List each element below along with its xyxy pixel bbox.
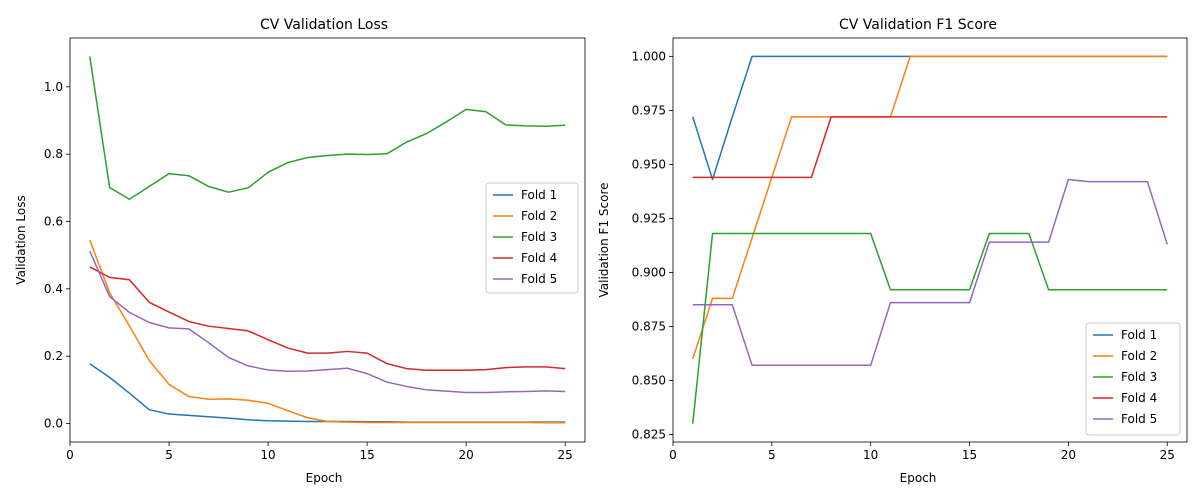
loss-chart-ticks: 0 5 10 15 20 25 0.0 0.2 0.4 0.6 0.8 1.0 [44,80,573,462]
f1-chart-ylabel: Validation F1 Score [597,182,611,297]
f1-chart-y-tick-label: 0.925 [632,211,666,225]
f1-chart-y-tick-label: 0.975 [632,103,666,117]
loss-chart-x-tick-label: 15 [359,448,374,462]
loss-chart-y-tick-label: 0.2 [44,349,63,363]
f1-chart-series-line-fold-4 [692,116,1168,179]
loss-chart-x-tick-label: 10 [260,448,275,462]
loss-chart-legend-label: Fold 1 [521,188,557,202]
f1-chart-xlabel: Epoch [900,471,937,485]
loss-chart-legend: Fold 1 Fold 2 Fold 3 Fold 4 Fold 5 [485,182,579,294]
f1-chart-plot-frame [672,37,1188,443]
loss-chart-x-tick-label: 20 [459,448,474,462]
f1-chart-y-tick-label: 0.900 [632,265,666,279]
loss-chart-plot-frame [69,37,586,443]
loss-chart-series-line-fold-5 [89,250,566,394]
f1-chart-y-tick-label: 0.850 [632,373,666,387]
f1-chart-y-tick-label: 0.825 [632,427,666,441]
f1-chart-series-line-fold-5 [692,178,1168,367]
loss-chart-ylabel: Validation Loss [14,195,28,284]
f1-chart-y-tick-label: 1.000 [632,49,666,63]
f1-chart-series-line-fold-3 [692,232,1168,424]
loss-chart-title: CV Validation Loss [260,17,388,33]
loss-chart-series-line-fold-2 [89,239,566,424]
loss-chart-y-tick-label: 1.0 [44,80,63,94]
loss-chart-x-tick-label: 25 [558,448,573,462]
f1-chart-legend: Fold 1 Fold 2 Fold 3 Fold 4 Fold 5 [1085,322,1181,436]
f1-chart-legend-box [1085,322,1181,436]
f1-chart-series-lines [692,55,1168,424]
loss-chart-x-tick-label: 0 [66,448,74,462]
loss-chart-series-lines [89,56,566,424]
loss-chart-series-line-fold-4 [89,266,566,372]
loss-chart-panel: CV Validation Loss Epoch Validation Loss… [14,17,586,485]
loss-chart-y-tick-label: 0.0 [44,416,63,430]
loss-chart-y-tick-label: 0.8 [44,147,63,161]
loss-chart-legend-label: Fold 3 [521,230,557,244]
loss-chart-legend-label: Fold 5 [521,272,557,286]
f1-chart-x-tick-label: 10 [863,448,878,462]
f1-chart-panel: CV Validation F1 Score Epoch Validation … [597,17,1188,485]
f1-chart-x-tick-label: 5 [768,448,776,462]
f1-chart-legend-label: Fold 1 [1121,328,1157,342]
f1-chart-title: CV Validation F1 Score [839,17,997,33]
loss-chart-series-line-fold-3 [89,56,566,201]
loss-chart-x-tick-label: 5 [165,448,173,462]
loss-chart-y-tick-label: 0.4 [44,282,63,296]
f1-chart-legend-label: Fold 5 [1121,412,1157,426]
f1-chart-legend-label: Fold 3 [1121,370,1157,384]
loss-chart-legend-box [485,182,579,294]
f1-chart-legend-label: Fold 4 [1121,391,1157,405]
loss-chart-legend-label: Fold 2 [521,209,557,223]
f1-chart-ticks: 0 5 10 15 20 25 0.825 0.850 0.875 0.900 0.925 0.950… [632,49,1175,462]
loss-chart-legend-label: Fold 4 [521,251,557,265]
loss-chart-y-tick-label: 0.6 [44,214,63,228]
f1-chart-x-tick-label: 20 [1061,448,1076,462]
f1-chart-x-tick-label: 0 [669,448,677,462]
f1-chart-x-tick-label: 15 [962,448,977,462]
f1-chart-x-tick-label: 25 [1160,448,1175,462]
f1-chart-legend-label: Fold 2 [1121,349,1157,363]
loss-chart-xlabel: Epoch [306,471,343,485]
f1-chart-y-tick-label: 0.950 [632,157,666,171]
f1-chart-y-tick-label: 0.875 [632,319,666,333]
